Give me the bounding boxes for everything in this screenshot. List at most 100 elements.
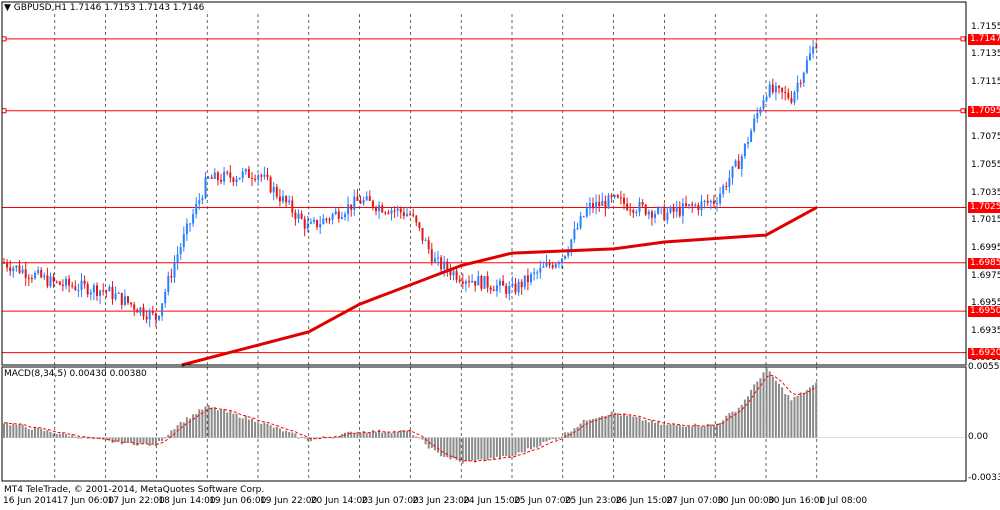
candle-body [499,280,501,286]
candle-body [638,202,641,213]
macd-bar [123,437,126,443]
macd-bar [18,423,21,438]
macd-bar [384,432,387,438]
macd-bar [557,437,560,439]
candle-body [185,223,188,235]
candle-body [647,211,650,215]
time-tick-label: 27 Jun 07:00 [666,496,724,506]
macd-bar [793,396,796,438]
candle-body [455,271,458,280]
macd-bar [492,437,495,460]
macd-bar [117,437,120,441]
candle-body [210,177,213,179]
candle-body [523,275,526,288]
candle-body [675,207,678,212]
macd-bar [508,437,511,458]
macd-bar [9,425,12,438]
macd-tick-label: -0.00332 [968,473,1000,484]
macd-bar [291,432,294,438]
macd-bar [294,433,297,438]
level-handle[interactable] [960,108,966,114]
macd-bar [223,409,226,438]
candle-body [793,92,796,103]
macd-bar [353,433,356,438]
candle-body [294,212,297,219]
macd-bar [195,414,198,438]
macd-bar [629,415,632,438]
macd-bar [781,387,784,438]
candle-body [740,156,743,169]
macd-bar [232,413,235,438]
macd-bar [771,376,774,438]
macd-bar [802,392,805,438]
horizontal-levels[interactable] [1,36,966,354]
candle-body [551,265,554,268]
candle-body [626,203,629,210]
candle-body [133,304,136,310]
macd-bar [567,432,570,438]
macd-bar [30,429,33,438]
macd-bar [182,422,185,438]
candle-body [3,262,5,264]
candle-body [629,209,632,211]
candle-body [350,204,353,210]
candle-body [613,195,616,198]
candle-body [151,311,154,314]
macd-bar [437,437,439,453]
macd-bar [375,432,377,438]
level-handle[interactable] [960,36,966,42]
candle-body [275,186,278,197]
macd-bar [601,415,604,438]
macd-bar [545,437,548,442]
macd-bar [474,437,477,463]
macd-bar [46,430,49,438]
candle-body [288,200,291,203]
macd-bar [681,426,684,438]
candle-body [765,96,768,101]
candle-body [545,262,548,267]
macd-bar [154,437,157,447]
macd-bar [551,437,554,440]
candle-body [241,171,244,178]
candle-body [421,227,424,241]
macd-bar [371,430,374,438]
level-handle[interactable] [1,108,7,114]
macd-bar [688,426,691,438]
macd-bar [638,417,641,438]
candle-body [189,223,191,225]
candle-body [257,175,260,180]
price-tick-label: 1.7155 [971,21,1000,32]
macd-bar [263,422,266,438]
macd-bar [158,437,160,442]
macd-bar [607,414,610,438]
macd-bar [592,418,594,438]
macd-bar [275,426,278,438]
macd-bar [424,437,427,445]
macd-bar [812,384,815,438]
candle-body [21,269,24,273]
candle-body [762,100,765,109]
macd-bar [331,437,334,439]
candle-body [446,261,449,271]
time-tick-label: 20 Jun 14:00 [310,496,368,506]
macd-bar [254,421,257,438]
candle-body [347,204,350,215]
candle-body [511,283,514,287]
candle-body [771,84,774,93]
candle-body [697,205,700,211]
candle-body [449,270,452,276]
macd-bar [278,428,281,438]
price-tick-label: 1.7015 [971,215,1000,226]
candle-body [402,212,405,216]
level-handle[interactable] [1,36,7,42]
macd-bar [381,432,384,438]
macd-bar [526,437,529,449]
dropdown-arrow-icon[interactable]: ▼ [4,3,11,13]
candle-body [359,200,362,204]
candle-body [802,72,805,83]
candle-body [61,284,64,286]
symbol-header[interactable]: ▼ GBPUSD,H1 1.7146 1.7153 1.7143 1.7146 [4,3,204,14]
macd-bar [297,437,300,439]
